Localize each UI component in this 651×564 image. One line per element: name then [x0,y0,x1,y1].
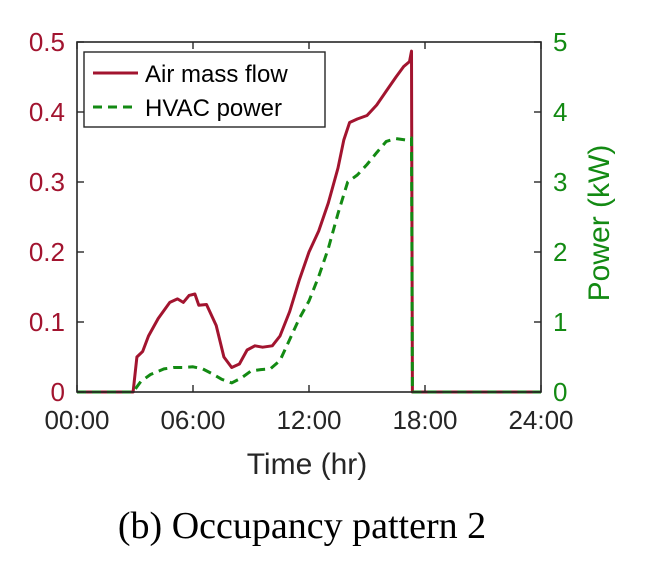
right-tick-label: 5 [553,27,567,57]
x-tick-label: 06:00 [160,405,225,435]
x-axis-title: Time (hr) [247,448,368,481]
x-tick-label: 24:00 [508,405,573,435]
plot-area: 0 0.1 0.2 0.3 0.4 0.5 0 1 2 3 4 5 00:00 06:00 12:00 18:… [29,27,574,435]
left-tick-label: 0.3 [29,167,65,197]
series-layer [77,49,541,394]
figure-caption: (b) Occupancy pattern 2 [118,505,486,547]
left-tick-label: 0.2 [29,237,65,267]
left-tick-label: 0.5 [29,27,65,57]
ticks-layer: 0 0.1 0.2 0.3 0.4 0.5 0 1 2 3 4 5 00:00 06:00 12:00 18:… [29,27,574,435]
x-tick-label: 00:00 [44,405,109,435]
series-line-air-mass-flow [77,49,541,394]
legend-label-air-mass-flow: Air mass flow [145,61,288,88]
right-tick-label: 2 [553,237,567,267]
right-tick-label: 1 [553,307,567,337]
right-tick-label: 0 [553,377,567,407]
right-tick-label: 4 [553,97,567,127]
x-tick-label: 18:00 [392,405,457,435]
left-tick-label: 0.1 [29,307,65,337]
right-tick-label: 3 [553,167,567,197]
left-tick-label: 0 [51,377,65,407]
legend-label-hvac-power: HVAC power [145,95,282,122]
legend-box [83,51,326,128]
legend: Air mass flow HVAC power [83,51,326,128]
right-axis-title: Power (kW) [583,145,616,302]
x-tick-label: 12:00 [276,405,341,435]
series-line-hvac-power [77,136,541,394]
left-tick-label: 0.4 [29,97,65,127]
